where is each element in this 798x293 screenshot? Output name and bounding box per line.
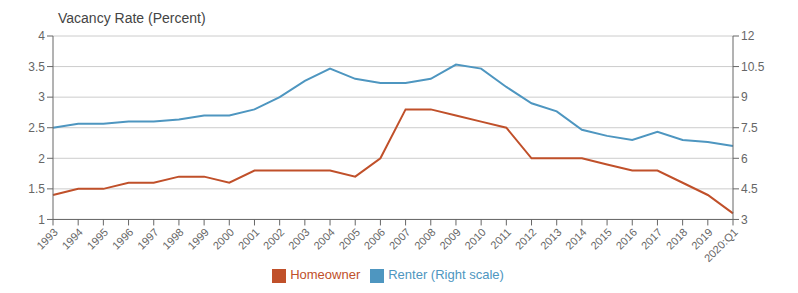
svg-text:2003: 2003 <box>286 226 312 252</box>
svg-text:2011: 2011 <box>488 226 513 251</box>
svg-text:1996: 1996 <box>110 226 136 252</box>
svg-text:2004: 2004 <box>311 226 337 252</box>
svg-text:9: 9 <box>741 90 748 104</box>
svg-text:1: 1 <box>38 213 45 227</box>
svg-text:7.5: 7.5 <box>741 121 758 135</box>
svg-text:1993: 1993 <box>34 226 60 252</box>
svg-text:2013: 2013 <box>538 226 564 252</box>
svg-text:2005: 2005 <box>336 226 362 252</box>
html-text:Renter (Right scale): Renter (Right scale) <box>388 267 504 283</box>
svg-text:12: 12 <box>741 29 755 43</box>
svg-text:2000: 2000 <box>210 226 236 252</box>
svg-text:4.5: 4.5 <box>741 182 758 196</box>
svg-text:2007: 2007 <box>387 226 413 252</box>
svg-text:4: 4 <box>38 29 45 43</box>
svg-text:3: 3 <box>741 213 748 227</box>
svg-text:2.5: 2.5 <box>28 121 45 135</box>
svg-text:1997: 1997 <box>135 226 161 252</box>
svg-text:1994: 1994 <box>59 226 85 252</box>
svg-text:2017: 2017 <box>639 226 665 252</box>
svg-text:2002: 2002 <box>261 226 287 252</box>
svg-text:2019: 2019 <box>689 225 715 252</box>
svg-text:2015: 2015 <box>588 226 614 252</box>
svg-text:2006: 2006 <box>362 226 388 252</box>
svg-text:2: 2 <box>38 152 45 166</box>
svg-text:3: 3 <box>38 90 45 104</box>
svg-text:1999: 1999 <box>185 226 211 252</box>
svg-text:2001: 2001 <box>236 226 262 252</box>
svg-text:2018: 2018 <box>664 226 690 252</box>
svg-text:2014: 2014 <box>563 226 589 252</box>
svg-text:2010: 2010 <box>462 226 488 252</box>
svg-text:2012: 2012 <box>513 226 539 252</box>
svg-text:6: 6 <box>741 152 748 166</box>
html-text:Vacancy Rate (Percent): Vacancy Rate (Percent) <box>58 10 206 26</box>
svg-text:1998: 1998 <box>160 226 186 252</box>
svg-text:10.5: 10.5 <box>741 60 765 74</box>
svg-text:2008: 2008 <box>412 226 438 252</box>
svg-text:2020:Q1: 2020:Q1 <box>702 226 740 264</box>
svg-text:3.5: 3.5 <box>28 60 45 74</box>
svg-text:1995: 1995 <box>85 226 111 252</box>
html-text:Homeowner: Homeowner <box>290 267 361 283</box>
svg-text:2016: 2016 <box>613 226 639 252</box>
svg-text:2009: 2009 <box>437 226 463 252</box>
svg-text:1.5: 1.5 <box>28 182 45 196</box>
